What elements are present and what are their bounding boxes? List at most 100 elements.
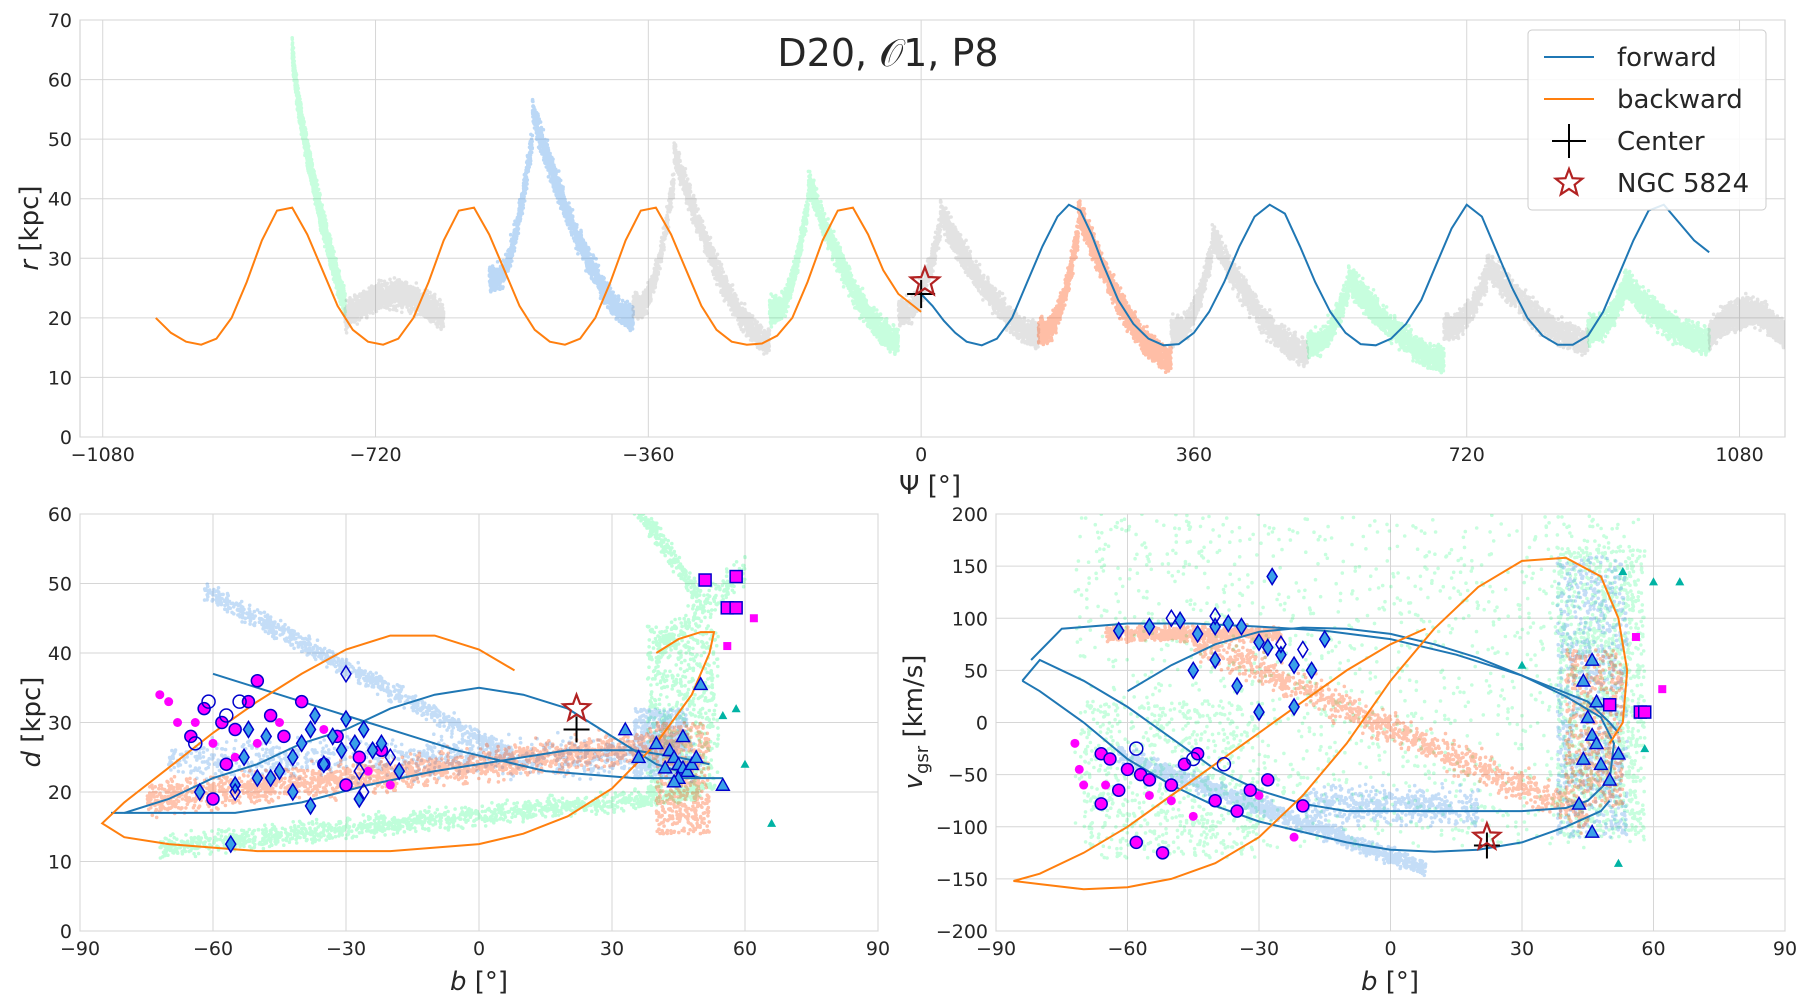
observed-magenta-dot [164, 697, 174, 707]
ytick-label: 40 [48, 189, 72, 211]
observed-magenta-circle [1094, 797, 1108, 811]
observed-open-diamond [1296, 640, 1309, 659]
observed-open-diamond [340, 664, 352, 684]
panel-bottom-right: −90 −60 −30 0 30 60 90 −200 −150 −100 −50 0 50 100 150… [899, 504, 1797, 997]
center-marker [907, 280, 936, 309]
observed-blue-diamond [340, 709, 352, 729]
observed-open-diamond [357, 782, 370, 802]
observed-blue-diamond [366, 740, 379, 760]
observed-blue-triangle [1610, 745, 1627, 760]
observed-magenta-square [1602, 698, 1617, 712]
observed-magenta-circle [250, 674, 265, 688]
ngc5824-star-marker [560, 691, 593, 723]
observed-blue-diamond [1288, 655, 1300, 675]
grid-top [80, 19, 1785, 438]
observed-magenta-circle [352, 750, 367, 764]
xtick-label: 60 [1641, 938, 1665, 960]
xtick-label: −60 [193, 938, 233, 960]
observed-blue-diamond [357, 720, 370, 739]
observed-blue-diamond [1235, 617, 1248, 637]
observed-magenta-circle [339, 778, 353, 792]
observed-magenta-dot [190, 718, 200, 727]
observed-teal-triangle [718, 711, 728, 720]
xtick-label: 90 [1773, 938, 1797, 960]
observed-magenta-dot [1101, 780, 1111, 790]
observed-magenta-circle [294, 694, 309, 709]
observed-blue-diamond [1253, 702, 1265, 722]
observed-blue-diamond [353, 789, 366, 809]
observed-blue-diamond [1288, 697, 1300, 717]
observed-magenta-dot [208, 738, 218, 748]
ytick-label: −50 [948, 765, 988, 787]
observed-teal-triangle [1649, 577, 1658, 586]
ytick-label: 0 [60, 427, 72, 449]
stream-particles-green [767, 169, 901, 357]
observed-magenta-dot [319, 724, 329, 734]
xtick-label: −1080 [71, 444, 135, 466]
xlabel-top: Ψ [°] [899, 471, 961, 501]
observed-blue-diamond [1222, 614, 1235, 633]
legend-ngc-label: NGC 5824 [1617, 169, 1749, 199]
orbit-line-backward [1013, 556, 1629, 891]
xtick-label: −720 [349, 444, 401, 466]
observed-magenta-circle [219, 757, 234, 771]
observed-blue-diamond [375, 733, 388, 753]
observed-magenta-dot [1079, 780, 1089, 790]
observed-blue-diamond [1266, 567, 1279, 586]
observed-blue-triangle [1588, 693, 1605, 708]
xtick-label: −30 [1239, 938, 1279, 960]
stream-green [1073, 514, 1647, 860]
observed-blue-triangle [684, 756, 700, 771]
xlabel-bottom-left: b [°] [450, 967, 508, 997]
chart-title: D20, 𝒪1, P8 [777, 31, 998, 75]
observed-open-diamond [384, 747, 397, 767]
observed-blue-diamond [1275, 645, 1287, 665]
ylabel-bottom-right: vgsr [km/s] [899, 655, 933, 790]
observed-blue-diamond [1112, 621, 1125, 641]
ngc5824-star-marker [1470, 820, 1504, 852]
observed-blue-triangle [1593, 756, 1609, 771]
observed-magenta-dot [173, 718, 183, 727]
stream-particles-green [290, 35, 347, 318]
panel-top: −1080 −720 −360 0 360 720 1080010203040506070 … [15, 10, 1786, 501]
observed-magenta-square [729, 601, 743, 615]
observed-blue-triangle [648, 735, 665, 750]
observed-magenta-dot [1188, 811, 1198, 821]
observed-magenta-dot [252, 738, 262, 748]
center-marker [1473, 832, 1500, 859]
ytick-label: 30 [48, 248, 72, 270]
ytick-label: 60 [48, 70, 72, 92]
observed-open-diamond [1165, 608, 1178, 628]
ytick-label: −100 [936, 817, 988, 839]
ytick-label: 30 [48, 713, 72, 735]
observed-blue-diamond [304, 796, 317, 816]
center-marker [563, 716, 590, 743]
stream-blue [1116, 555, 1629, 878]
observed-magenta-dot [275, 718, 284, 727]
observed-blue-diamond [251, 768, 264, 788]
observed-blue-triangle [630, 749, 647, 764]
stream-particles-gray [631, 141, 772, 356]
observed-magenta-square [698, 573, 712, 587]
observed-blue-triangle [679, 763, 696, 778]
ytick-label: 10 [48, 852, 72, 874]
ylabel-bottom-left: d [kpc] [17, 677, 47, 768]
xtick-label: 0 [915, 444, 927, 466]
ytick-label: 200 [952, 504, 988, 526]
ytick-label: 50 [964, 660, 988, 682]
observed-magenta-dot [1166, 796, 1176, 806]
ytick-label: 40 [48, 643, 72, 665]
orbit-line-forward [124, 672, 723, 814]
stream-particles-gray [896, 198, 1041, 351]
observed-blue-diamond [326, 726, 339, 746]
xlabel-bottom-right: b [°] [1361, 967, 1419, 997]
observed-magenta-dot [385, 780, 395, 790]
orbit-line-backward [155, 206, 922, 346]
observed-magenta-small-square [1658, 685, 1667, 694]
observed-magenta-circle [1120, 762, 1135, 777]
observed-magenta-circle [1129, 835, 1144, 850]
observed-magenta-circle [1230, 804, 1244, 818]
observed-blue-diamond [242, 720, 255, 739]
observed-points-bottom-left [155, 569, 777, 854]
